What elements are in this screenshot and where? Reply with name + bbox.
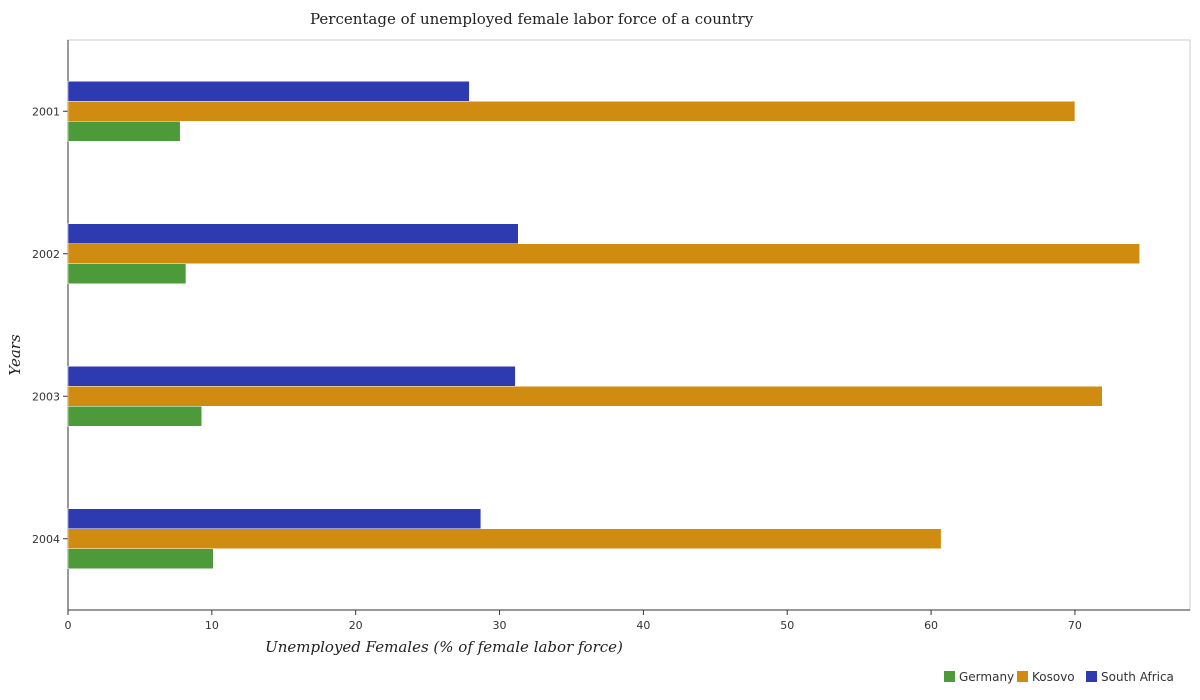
x-tick-label: 60 [924,619,938,632]
x-tick-label: 0 [65,619,72,632]
x-axis-label: Unemployed Females (% of female labor fo… [265,638,623,656]
legend-swatch [1017,671,1028,682]
x-tick-label: 20 [349,619,363,632]
x-tick-label: 40 [636,619,650,632]
bar-south-africa-2001 [67,81,470,102]
bar-germany-2002 [67,263,187,284]
legend-swatch [944,671,955,682]
x-tick-label: 30 [493,619,507,632]
bar-germany-2001 [67,121,181,142]
y-tick-label: 2003 [32,390,60,403]
bar-kosovo-2001 [67,101,1076,122]
bar-south-africa-2003 [67,366,516,387]
plot-area: 0 10 20 30 40 50 60 70 2001 2002 2003 2004 [32,39,1191,632]
legend-label: Kosovo [1032,670,1075,684]
bar-kosovo-2003 [67,386,1103,407]
bar-south-africa-2002 [67,223,519,244]
bar-germany-2003 [67,406,203,427]
y-tick-label: 2002 [32,248,60,261]
legend-label: Germany [959,670,1014,684]
legend: Germany Kosovo South Africa [944,670,1174,684]
bar-south-africa-2004 [67,508,482,529]
y-axis-label: Years [6,334,24,376]
bar-germany-2004 [67,548,214,569]
y-tick-label: 2004 [32,533,60,546]
legend-swatch [1086,671,1097,682]
x-tick-label: 10 [205,619,219,632]
x-tick-label: 70 [1068,619,1082,632]
chart-title: Percentage of unemployed female labor fo… [310,10,754,28]
x-tick-label: 50 [780,619,794,632]
y-tick-label: 2001 [32,105,60,118]
bar-kosovo-2004 [67,528,942,549]
legend-label: South Africa [1101,670,1174,684]
bar-kosovo-2002 [67,243,1140,264]
